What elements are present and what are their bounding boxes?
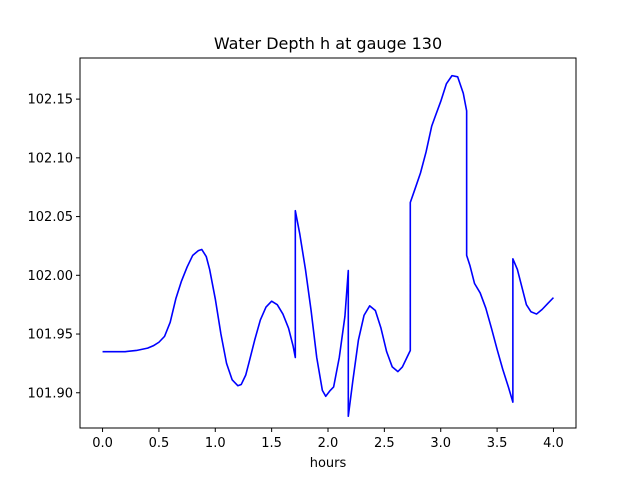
y-tick-label: 102.05 xyxy=(28,210,74,225)
x-tick-label: 0.0 xyxy=(92,436,113,451)
axes-frame xyxy=(79,57,577,429)
x-tick-label: 4.0 xyxy=(543,436,564,451)
x-tick-label: 1.0 xyxy=(205,436,226,451)
y-tick-label: 102.15 xyxy=(28,93,74,108)
series-layer xyxy=(102,74,555,418)
y-tick-label: 102.00 xyxy=(28,269,74,284)
x-tick-label: 1.5 xyxy=(261,436,282,451)
y-tick-label: 101.95 xyxy=(28,328,74,343)
y-tick-label: 102.10 xyxy=(28,151,74,166)
x-tick-label: 3.5 xyxy=(487,436,508,451)
x-tick-label: 2.5 xyxy=(374,436,395,451)
y-tick-label: 101.90 xyxy=(28,386,74,401)
x-axis-ticks: 0.0 0.5 1.0 1.5 2.0 2.5 3.0 3.5 4.0 xyxy=(92,428,564,451)
x-tick-label: 2.0 xyxy=(318,436,339,451)
chart-title: Water Depth h at gauge 130 xyxy=(214,34,442,53)
series-line xyxy=(102,74,555,418)
x-tick-label: 0.5 xyxy=(149,436,170,451)
x-axis-label: hours xyxy=(310,456,347,471)
x-tick-label: 3.0 xyxy=(430,436,451,451)
y-axis-ticks: 101.90 101.95 102.00 102.05 102.10 102.15 xyxy=(28,93,80,401)
